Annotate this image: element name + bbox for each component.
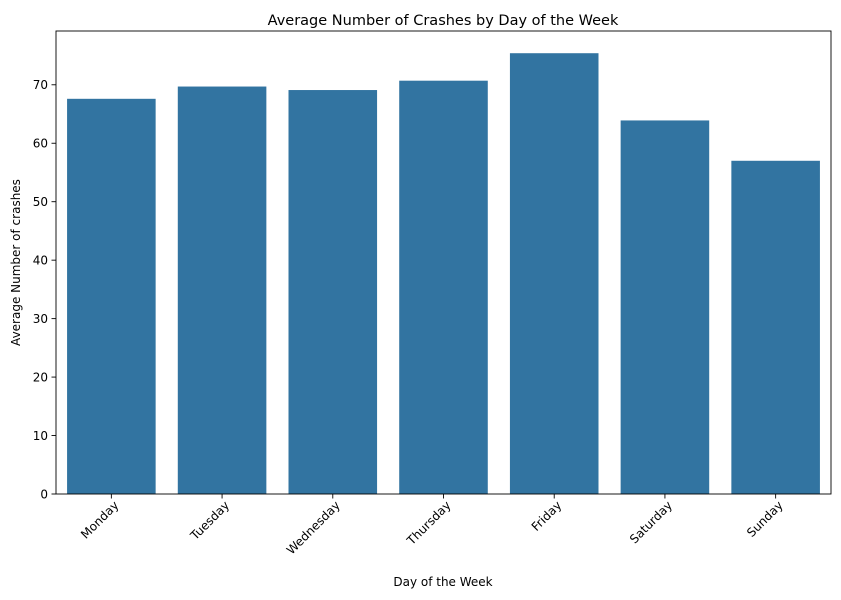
x-tick-label: Friday xyxy=(529,498,565,534)
y-axis: 0 10 20 30 40 50 60 70 xyxy=(33,78,56,501)
chart-title: Average Number of Crashes by Day of the … xyxy=(268,13,619,29)
bar-thursday xyxy=(399,80,488,494)
y-tick-label: 10 xyxy=(33,429,48,443)
x-tick-label: Tuesday xyxy=(187,498,232,543)
x-axis: Monday Tuesday Wednesday Thursday Friday Satu… xyxy=(78,494,786,557)
y-tick-label: 40 xyxy=(33,253,48,267)
y-tick-label: 0 xyxy=(40,487,48,501)
bar-wednesday xyxy=(288,90,378,494)
bar-tuesday xyxy=(177,86,267,494)
x-tick-label: Sunday xyxy=(744,498,786,540)
y-tick-label: 50 xyxy=(33,195,48,209)
y-tick-label: 30 xyxy=(33,312,48,326)
bar-sunday xyxy=(731,160,820,494)
x-tick-label: Wednesday xyxy=(284,498,343,557)
y-tick-label: 70 xyxy=(33,78,48,92)
x-tick-label: Saturday xyxy=(627,498,675,546)
x-tick-label: Thursday xyxy=(404,498,454,548)
x-axis-label: Day of the Week xyxy=(393,575,492,589)
plot-frame xyxy=(55,30,832,495)
bar-friday xyxy=(509,53,599,495)
bar-monday xyxy=(67,98,156,494)
bar-saturday xyxy=(620,120,710,494)
x-tick-label: Monday xyxy=(78,498,121,541)
bars-group xyxy=(67,53,820,495)
y-tick-label: 20 xyxy=(33,370,48,384)
y-axis-label: Average Number of crashes xyxy=(9,179,23,346)
y-tick-label: 60 xyxy=(33,137,48,151)
